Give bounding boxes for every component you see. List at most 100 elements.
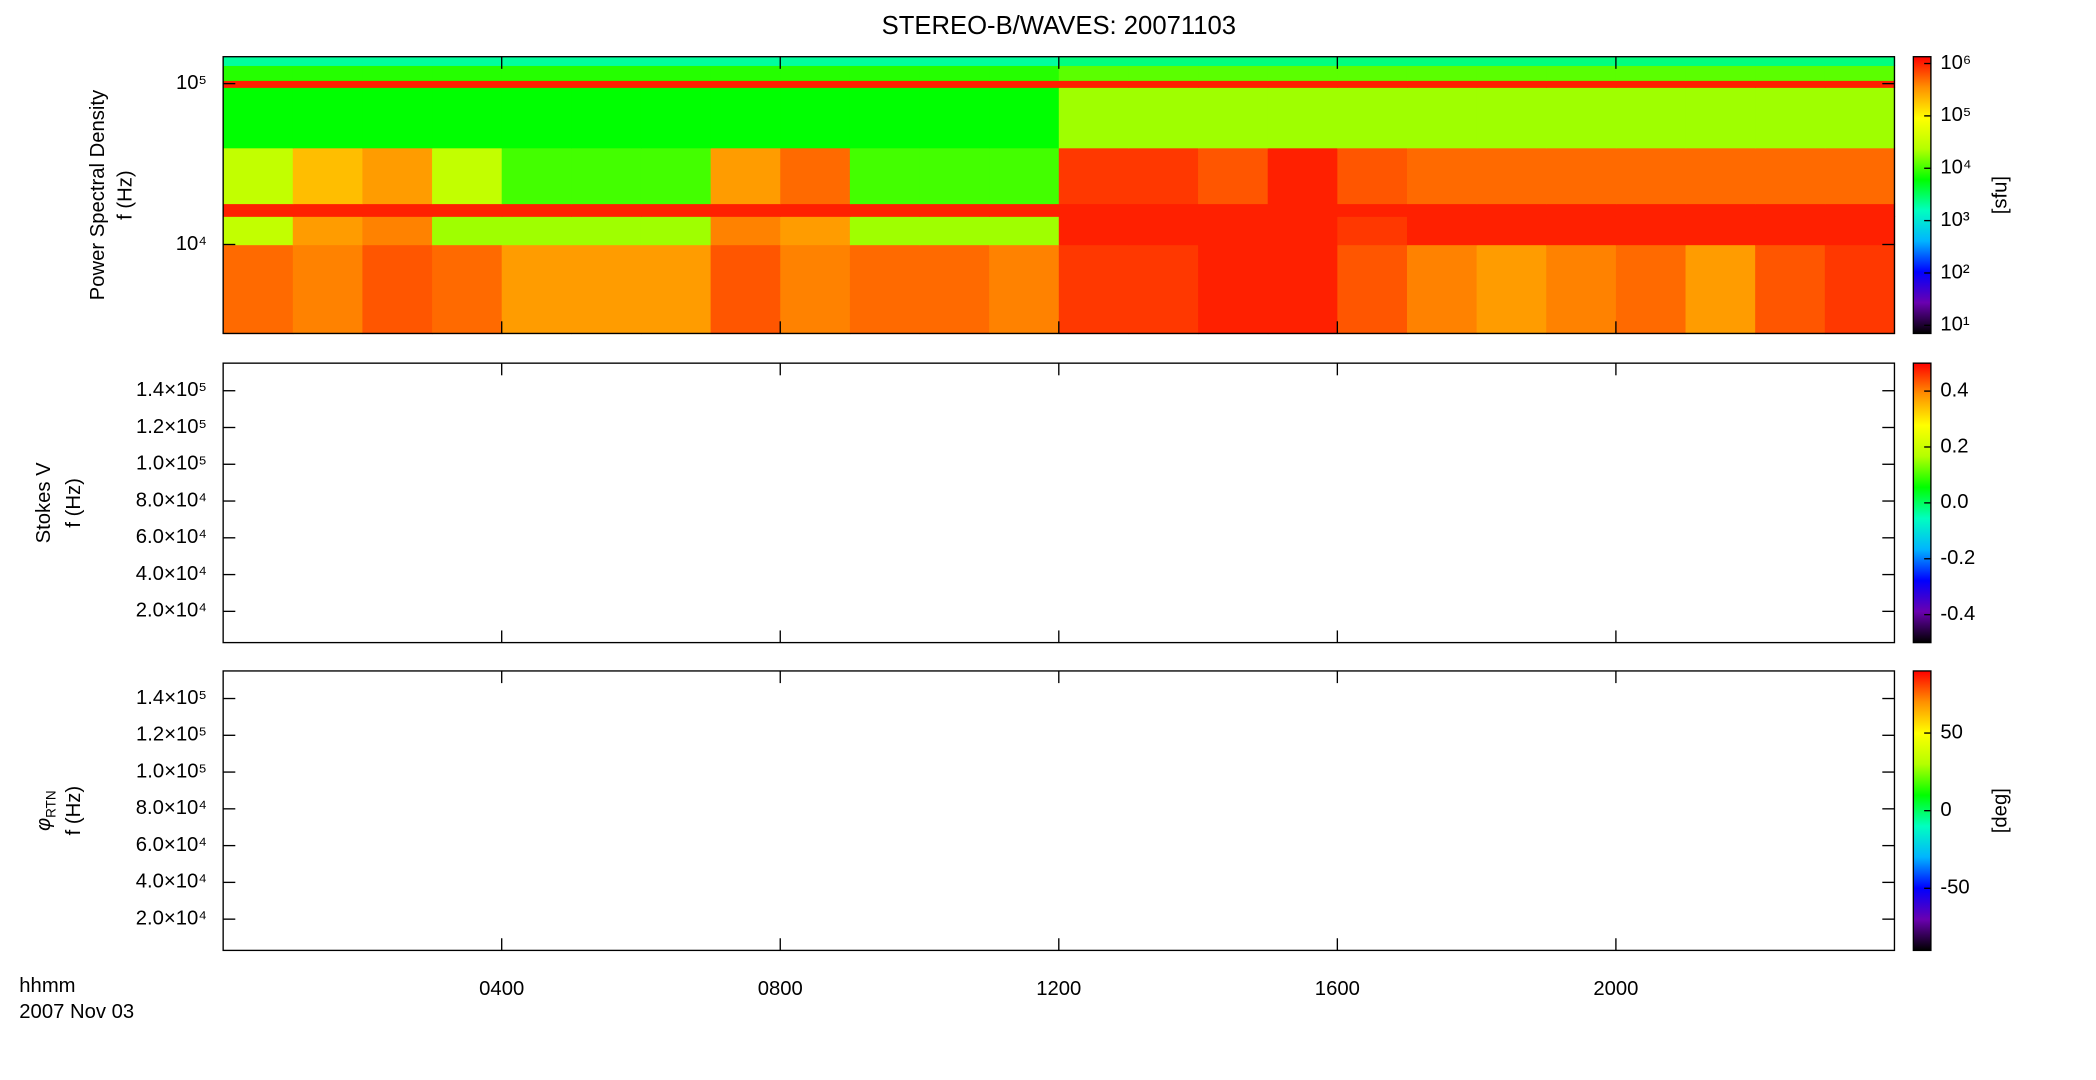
heatmap-cell	[1406, 244, 1478, 335]
heatmap-cell	[1476, 216, 1547, 246]
y-axis-label: f (Hz)	[114, 170, 136, 220]
colorbar-tick-label: 10⁴	[1940, 157, 1971, 179]
colorbar-tick-label: -0.2	[1940, 547, 1975, 569]
heatmap-cell	[710, 65, 781, 81]
heatmap-cell	[571, 87, 642, 149]
heatmap-cell	[640, 216, 712, 246]
heatmap-cell	[1546, 80, 1617, 88]
y-tick-label: 2.0×10⁴	[136, 907, 207, 929]
heatmap-cell	[1615, 147, 1687, 205]
plot-frame	[222, 670, 1896, 952]
heatmap-cell	[1198, 87, 1269, 149]
x-tick-label: 1600	[1315, 978, 1360, 1000]
heatmap-cell	[849, 65, 921, 81]
colorbar-tick-label: 0.2	[1940, 435, 1968, 457]
heatmap-cell	[1058, 80, 1130, 88]
heatmap-cell	[780, 203, 851, 217]
heatmap-cell	[1685, 216, 1756, 246]
heatmap-cell	[1128, 147, 1199, 205]
heatmap-cell	[1476, 56, 1547, 66]
heatmap-cell	[640, 244, 712, 335]
heatmap-cell	[1406, 216, 1478, 246]
y-tick-label: 8.0×10⁴	[136, 489, 207, 511]
heatmap-cell	[1337, 87, 1408, 149]
heatmap-cell	[1267, 147, 1339, 205]
heatmap-cell	[989, 56, 1060, 66]
heatmap-cell	[780, 65, 851, 81]
heatmap-cell	[1406, 56, 1478, 66]
heatmap-cell	[1406, 203, 1478, 217]
heatmap-cell	[1755, 87, 1826, 149]
heatmap-cell	[1337, 80, 1408, 88]
heatmap-cell	[919, 80, 990, 88]
heatmap-cell	[223, 56, 294, 66]
heatmap-cell	[1824, 147, 1896, 205]
heatmap-cell	[1267, 203, 1339, 217]
heatmap-cell	[1406, 87, 1478, 149]
heatmap-cell	[1476, 244, 1547, 335]
y-axis-label: f (Hz)	[63, 786, 85, 835]
heatmap-cell	[571, 147, 642, 205]
heatmap-cell	[919, 65, 990, 81]
heatmap-cell	[1128, 87, 1199, 149]
heatmap-cell	[1198, 216, 1269, 246]
y-tick-label: 6.0×10⁴	[136, 834, 207, 856]
heatmap-cell	[292, 244, 364, 335]
heatmap-cell	[1476, 65, 1547, 81]
heatmap-cell	[501, 216, 573, 246]
heatmap-cell	[780, 147, 851, 205]
y-axis-label: Power Spectral Density	[87, 89, 109, 300]
date-label: 2007 Nov 03	[19, 1001, 134, 1023]
y-tick-label: 10⁵	[176, 72, 207, 94]
heatmap-cell	[1337, 244, 1408, 335]
heatmap-cell	[989, 244, 1060, 335]
heatmap-cell	[1755, 203, 1826, 217]
heatmap-cell	[1476, 147, 1547, 205]
heatmap-cell	[1615, 80, 1687, 88]
heatmap-cell	[1128, 80, 1199, 88]
heatmap-cell	[1267, 244, 1339, 335]
heatmap-cell	[1476, 203, 1547, 217]
heatmap-cell	[1058, 65, 1130, 81]
heatmap-cell	[710, 87, 781, 149]
colorbar-tick-label: 10¹	[1940, 314, 1970, 336]
heatmap-cell	[1058, 56, 1130, 66]
heatmap-cell	[640, 87, 712, 149]
heatmap-cell	[1198, 80, 1269, 88]
heatmap-cell	[1685, 203, 1756, 217]
heatmap-cell	[1546, 216, 1617, 246]
heatmap-cell	[571, 216, 642, 246]
heatmap-cell	[571, 244, 642, 335]
y-tick-label: 1.4×10⁵	[136, 687, 207, 709]
heatmap-cell	[640, 147, 712, 205]
heatmap-cell	[1685, 80, 1756, 88]
heatmap-cell	[1615, 65, 1687, 81]
y-axis-label: f (Hz)	[63, 478, 85, 527]
heatmap-cell	[1198, 65, 1269, 81]
heatmap-cell	[223, 147, 294, 205]
heatmap-cell	[501, 80, 573, 88]
heatmap-cell	[1337, 65, 1408, 81]
heatmap-cell	[1058, 147, 1130, 205]
heatmap-cell	[1824, 87, 1896, 149]
heatmap-cell	[1267, 80, 1339, 88]
heatmap-cell	[1198, 203, 1269, 217]
colorbar-tick-label: 10⁶	[1940, 52, 1971, 74]
y-tick-label: 4.0×10⁴	[136, 563, 207, 585]
heatmap-cell	[1546, 65, 1617, 81]
heatmap-cell	[1198, 56, 1269, 66]
heatmap-cell	[1685, 244, 1756, 335]
heatmap-cell	[362, 80, 433, 88]
heatmap-cell	[1198, 147, 1269, 205]
heatmap-cell	[432, 56, 503, 66]
heatmap-cell	[432, 80, 503, 88]
heatmap-cell	[501, 56, 573, 66]
heatmap-cell	[292, 203, 364, 217]
heatmap-cell	[919, 87, 990, 149]
heatmap-cell	[432, 65, 503, 81]
heatmap-cell	[571, 203, 642, 217]
heatmap-cell	[849, 216, 921, 246]
heatmap-cell	[1267, 65, 1339, 81]
x-tick-label: 1200	[1036, 978, 1081, 1000]
